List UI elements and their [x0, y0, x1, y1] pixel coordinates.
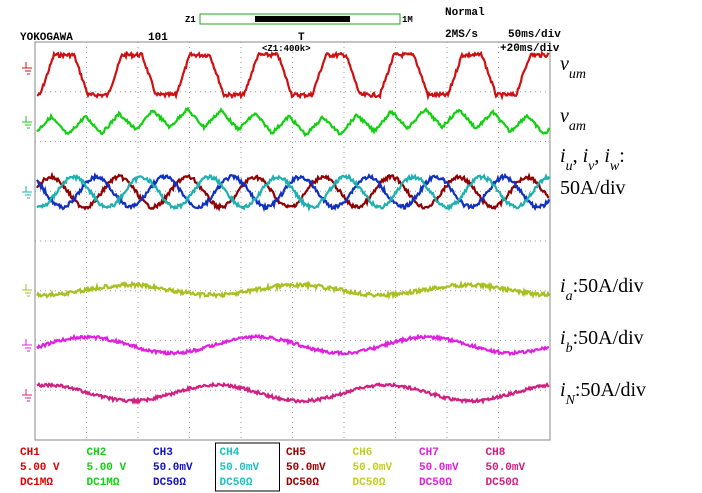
- ground-marker: [22, 116, 32, 128]
- label-part: :50A/div: [573, 275, 644, 297]
- label-part: am: [569, 119, 586, 134]
- screen-frame: [35, 42, 550, 440]
- channel-scale: 5.00 V: [87, 462, 127, 474]
- trace-label: 50A/div: [560, 177, 626, 199]
- channel-scale: 5.00 V: [20, 462, 60, 474]
- channel-name: CH4: [220, 447, 240, 459]
- record: 101: [148, 32, 168, 44]
- sample-rate: 2MS/s: [445, 29, 478, 41]
- ground-marker: [22, 284, 32, 296]
- ground-marker: [22, 389, 32, 401]
- label-part: um: [569, 67, 586, 82]
- trace-label: ia:50A/div: [560, 275, 644, 304]
- screen: [22, 42, 550, 440]
- channel-name: CH3: [153, 447, 173, 459]
- ground-marker: [22, 339, 32, 351]
- zoom-window: [255, 16, 350, 22]
- channel-name: CH8: [486, 447, 506, 459]
- channel-name: CH7: [419, 447, 439, 459]
- label-part: :50A/div: [573, 327, 644, 349]
- ground-marker: [22, 62, 32, 74]
- channel-name: CH5: [286, 447, 306, 459]
- trace-label: iN:50A/div: [560, 379, 646, 408]
- channel-name: CH2: [87, 447, 107, 459]
- label-part: a: [566, 289, 573, 304]
- channel-name: CH1: [20, 447, 40, 459]
- trace-label: iu, iv, iw:: [560, 145, 625, 174]
- channel-table: CH1 5.00 V DC1MΩ CH2 5.00 V DC1MΩ CH3 50.0mV DC5…: [20, 443, 526, 491]
- channel-scale: 50.0mV: [353, 462, 393, 474]
- scope-screenshot: YOKOGAWA 101 Z1 1M T Normal 2MS/s 50ms/d…: [0, 0, 702, 493]
- channel-coupling: DC50Ω: [419, 477, 452, 489]
- label-part: N: [565, 393, 576, 408]
- zoom-left: Z1: [185, 15, 196, 25]
- label-part: ,: [594, 145, 604, 167]
- label-part: v: [560, 105, 569, 127]
- channel-scale: 50.0mV: [220, 462, 260, 474]
- label-part: :50A/div: [575, 379, 646, 401]
- zoom-right: 1M: [402, 15, 413, 25]
- channel-scale: 50.0mV: [153, 462, 193, 474]
- mode: Normal: [445, 7, 485, 19]
- channel-coupling: DC1MΩ: [20, 477, 53, 489]
- channel-scale: 50.0mV: [486, 462, 526, 474]
- zoom-info: <Z1:400k>: [262, 44, 311, 54]
- channel-coupling: DC50Ω: [153, 477, 186, 489]
- label-part: 50A/div: [560, 177, 626, 199]
- channel-coupling: DC50Ω: [286, 477, 319, 489]
- channel-scale: 50.0mV: [286, 462, 326, 474]
- label-part: v: [560, 53, 569, 75]
- trace-label: vam: [560, 105, 586, 134]
- zoom-timebase: +20ms/div: [500, 43, 560, 55]
- label-part: b: [566, 341, 573, 356]
- label-part: ,: [573, 145, 583, 167]
- brand: YOKOGAWA: [20, 32, 73, 44]
- trace-label: vum: [560, 53, 586, 82]
- timebase: 50ms/div: [508, 29, 561, 41]
- channel-scale: 50.0mV: [419, 462, 459, 474]
- channel-coupling: DC50Ω: [486, 477, 519, 489]
- channel-coupling: DC50Ω: [220, 477, 253, 489]
- label-part: u: [566, 159, 573, 174]
- channel-coupling: DC50Ω: [353, 477, 386, 489]
- trace-label: ib:50A/div: [560, 327, 644, 356]
- trigger: T: [298, 32, 305, 44]
- label-part: :: [619, 145, 625, 167]
- ground-marker: [22, 186, 32, 198]
- channel-coupling: DC1MΩ: [87, 477, 120, 489]
- channel-name: CH6: [353, 447, 373, 459]
